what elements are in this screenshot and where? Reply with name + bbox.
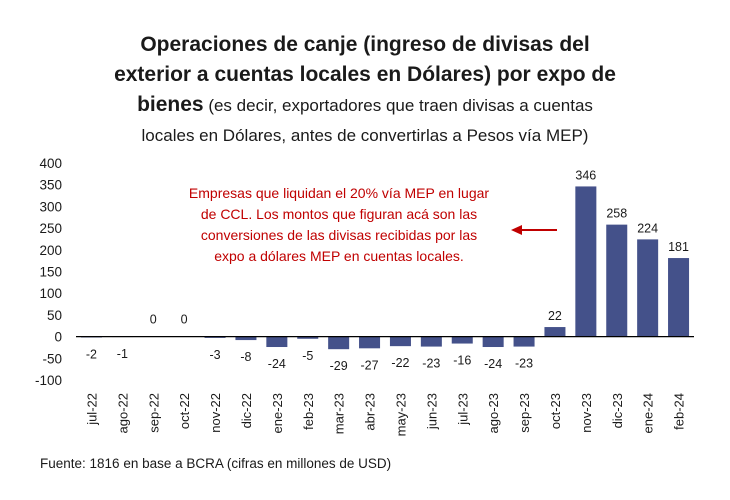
bar bbox=[668, 258, 690, 337]
data-label: -29 bbox=[330, 359, 348, 373]
data-label: 346 bbox=[575, 168, 596, 182]
data-label: -5 bbox=[302, 349, 313, 363]
data-label: 181 bbox=[668, 240, 689, 254]
x-tick-label: feb-23 bbox=[301, 393, 316, 430]
bar bbox=[575, 186, 597, 337]
title-line-3-rest: (es decir, exportadores que traen divisa… bbox=[203, 96, 593, 115]
data-label: -22 bbox=[391, 356, 409, 370]
x-tick-label: ago-23 bbox=[486, 393, 501, 433]
title-line-1: Operaciones de canje (ingreso de divisas… bbox=[140, 33, 590, 56]
x-tick-label: may-23 bbox=[393, 393, 408, 436]
x-tick-label: ene-23 bbox=[270, 393, 285, 433]
x-tick-label: nov-23 bbox=[579, 393, 594, 433]
data-label: 0 bbox=[181, 313, 188, 327]
y-tick-label: 150 bbox=[39, 265, 62, 280]
annotation-text-line: expo a dólares MEP en cuentas locales. bbox=[214, 248, 464, 264]
y-tick-label: 0 bbox=[54, 330, 62, 345]
y-tick-label: 350 bbox=[39, 178, 62, 193]
y-tick-label: 100 bbox=[39, 286, 62, 301]
x-tick-label: sep-22 bbox=[146, 393, 161, 433]
x-tick-label: oct-23 bbox=[548, 393, 563, 429]
x-tick-label: dic-22 bbox=[239, 393, 254, 428]
x-tick-label: mar-23 bbox=[332, 393, 347, 434]
data-label: -24 bbox=[484, 357, 502, 371]
y-tick-label: 50 bbox=[47, 308, 62, 323]
bar bbox=[359, 336, 381, 349]
bar bbox=[482, 336, 504, 348]
y-tick-label: -100 bbox=[35, 373, 62, 388]
x-tick-label: jul-23 bbox=[455, 393, 470, 426]
chart-title: Operaciones de canje (ingreso de divisas… bbox=[0, 30, 730, 151]
x-tick-label: feb-24 bbox=[672, 393, 687, 430]
source-note: Fuente: 1816 en base a BCRA (cifras en m… bbox=[40, 456, 392, 471]
y-tick-label: 250 bbox=[39, 221, 62, 236]
x-tick-label: jun-23 bbox=[424, 393, 439, 430]
bar bbox=[606, 224, 628, 337]
x-tick-label: ene-24 bbox=[641, 393, 656, 433]
x-tick-label: oct-22 bbox=[177, 393, 192, 429]
x-tick-label: jul-22 bbox=[84, 393, 99, 426]
bar bbox=[266, 336, 288, 348]
data-label: -8 bbox=[240, 350, 251, 364]
bar bbox=[235, 336, 257, 341]
data-label: -23 bbox=[515, 357, 533, 371]
data-label: -2 bbox=[86, 347, 97, 361]
y-tick-label: 400 bbox=[39, 156, 62, 171]
y-tick-label: -50 bbox=[42, 351, 62, 366]
bar bbox=[513, 336, 535, 347]
x-tick-label: nov-22 bbox=[208, 393, 223, 433]
bar bbox=[297, 336, 319, 339]
x-tick-label: sep-23 bbox=[517, 393, 532, 433]
bar bbox=[328, 336, 350, 350]
title-line-3: bienes (es decir, exportadores que traen… bbox=[0, 90, 730, 121]
data-label: -24 bbox=[268, 357, 286, 371]
bar bbox=[451, 336, 473, 344]
x-tick-label: ago-22 bbox=[115, 393, 130, 433]
data-label: -1 bbox=[117, 347, 128, 361]
y-tick-label: 200 bbox=[39, 243, 62, 258]
data-label: -27 bbox=[361, 358, 379, 372]
title-line-2: exterior a cuentas locales en Dólares) p… bbox=[114, 63, 616, 86]
x-tick-label: dic-23 bbox=[610, 393, 625, 428]
bar bbox=[204, 336, 226, 338]
y-tick-label: 300 bbox=[39, 199, 62, 214]
data-label: -23 bbox=[422, 357, 440, 371]
annotation-text-line: de CCL. Los montos que figuran acá son l… bbox=[201, 206, 477, 222]
title-line-4: locales en Dólares, antes de convertirla… bbox=[141, 126, 589, 145]
bar bbox=[389, 336, 411, 347]
bar bbox=[420, 336, 442, 347]
data-label: 258 bbox=[606, 207, 627, 221]
data-label: -3 bbox=[209, 348, 220, 362]
bar bbox=[544, 327, 566, 337]
data-label: -16 bbox=[453, 354, 471, 368]
data-label: 0 bbox=[150, 313, 157, 327]
data-label: 22 bbox=[548, 309, 562, 323]
x-tick-label: abr-23 bbox=[363, 393, 378, 431]
data-label: 224 bbox=[637, 221, 658, 235]
bar-chart: -100-50050100150200250300350400-2jul-22-… bbox=[35, 156, 694, 436]
annotation-arrow-head bbox=[511, 225, 522, 235]
annotation-text-line: conversiones de las divisas recibidas po… bbox=[201, 227, 477, 243]
annotation-text-line: Empresas que liquidan el 20% vía MEP en … bbox=[189, 185, 489, 201]
bar bbox=[637, 239, 659, 337]
title-line-3-bold: bienes bbox=[137, 93, 204, 116]
